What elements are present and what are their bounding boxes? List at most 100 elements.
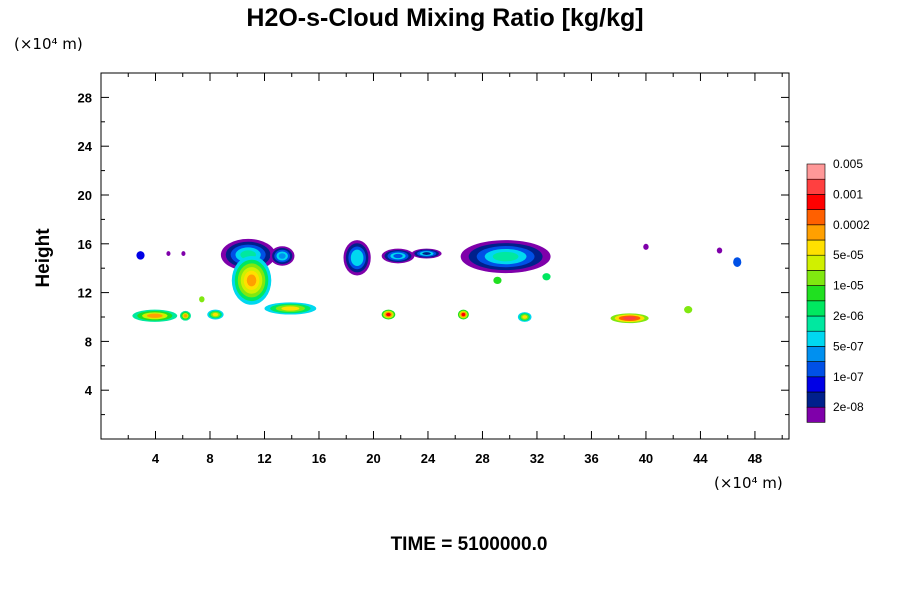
cloud-contour	[353, 252, 362, 263]
colorbar-swatch	[806, 346, 826, 362]
x-tick-label: 44	[693, 451, 708, 466]
colorbar-swatch	[806, 194, 826, 210]
cloud-region	[180, 310, 191, 321]
colorbar-swatch	[806, 178, 826, 195]
cloud-region	[207, 309, 224, 320]
cloud-contour	[461, 312, 466, 317]
cloud-region	[231, 256, 272, 305]
cloud-region	[517, 312, 532, 322]
cloud-contour	[716, 247, 723, 254]
colorbar-swatch	[806, 361, 826, 378]
cloud-contour	[542, 273, 551, 281]
colorbar-swatch	[806, 163, 826, 180]
x-tick-label: 36	[584, 451, 598, 466]
cloud-region	[269, 246, 295, 266]
colorbar-label: 0.005	[833, 157, 863, 171]
y-tick-label: 12	[78, 286, 92, 301]
x-tick-label: 8	[206, 451, 213, 466]
cloud-contour	[212, 312, 219, 317]
colorbar-swatch	[806, 270, 826, 286]
x-unit-label: (×10⁴ m)	[714, 474, 783, 492]
y-axis-label: Height	[33, 228, 54, 288]
cloud-region	[643, 243, 649, 250]
cloud-region	[181, 251, 186, 256]
x-tick-label: 4	[152, 451, 160, 466]
cloud-region	[199, 296, 205, 303]
cloud-contour	[166, 251, 171, 256]
colorbar-label: 5e-05	[833, 248, 864, 262]
cloud-contour	[246, 274, 257, 287]
cloud-contour	[199, 296, 205, 303]
cloud-region	[684, 306, 693, 314]
x-tick-label: 40	[639, 451, 653, 466]
cloud-region	[542, 273, 551, 281]
colorbar-label: 2e-06	[833, 309, 864, 323]
colorbar-swatch	[806, 254, 826, 271]
cloud-region	[411, 248, 442, 259]
cloud-region	[132, 309, 178, 322]
cloud-region	[493, 276, 502, 285]
cloud-contour	[684, 306, 693, 314]
cloud-contour	[183, 314, 188, 318]
x-tick-label: 48	[748, 451, 762, 466]
colorbar-swatch	[806, 330, 826, 347]
colorbar-swatch	[806, 315, 826, 332]
cloud-region	[381, 248, 415, 264]
colorbar: 2e-08 1e-07 5e-07 2e-06 1e-05 5e-05 0.0002 0.00…	[806, 157, 870, 423]
x-tick-label: 32	[530, 451, 544, 466]
colorbar-label: 2e-08	[833, 400, 864, 414]
cloud-contour	[422, 252, 431, 255]
cloud-contour	[643, 243, 649, 250]
y-tick-label: 20	[78, 188, 92, 203]
cloud-region	[457, 309, 469, 320]
cloud-region	[136, 251, 145, 260]
cloud-contour	[733, 257, 742, 267]
x-tick-label: 12	[257, 451, 271, 466]
colorbar-label: 0.0002	[833, 218, 870, 232]
x-tick-label: 16	[312, 451, 326, 466]
cloud-region	[460, 240, 551, 274]
cloud-contour	[622, 316, 637, 320]
cloud-contour	[393, 253, 403, 259]
colorbar-swatch	[806, 239, 826, 256]
cloud-region	[610, 313, 649, 324]
cloud-region	[716, 247, 723, 254]
cloud-contour	[278, 253, 286, 259]
cloud-contour	[146, 313, 163, 318]
y-tick-label: 24	[78, 139, 93, 154]
colorbar-swatch	[806, 376, 826, 393]
cloud-region	[264, 302, 317, 315]
chart-title: H2O-s-Cloud Mixing Ratio [kg/kg]	[246, 4, 643, 32]
colorbar-swatch	[806, 300, 826, 317]
cloud-region	[343, 240, 371, 276]
x-tick-label: 24	[421, 451, 436, 466]
y-axis: 4 8 12 16 20 24 28	[78, 90, 789, 416]
colorbar-label: 5e-07	[833, 339, 864, 353]
cloud-contour	[386, 312, 391, 317]
cloud-contour	[493, 276, 502, 285]
colorbar-label: 1e-05	[833, 279, 864, 293]
plot-fields	[132, 238, 742, 324]
x-axis: 4 8 12 16 20 24 28 32 36 40 44 48	[127, 73, 783, 466]
colorbar-swatch	[806, 391, 826, 408]
colorbar-swatch	[806, 285, 826, 302]
cloud-contour	[492, 251, 519, 262]
x-tick-label: 20	[366, 451, 380, 466]
x-tick-label: 28	[475, 451, 489, 466]
time-label: TIME = 5100000.0	[391, 534, 548, 555]
cloud-contour	[181, 251, 186, 256]
cloud-region	[381, 309, 396, 320]
colorbar-label: 0.001	[833, 187, 863, 201]
y-tick-label: 4	[85, 383, 93, 398]
y-unit-label: (×10⁴ m)	[14, 35, 83, 53]
y-tick-label: 8	[85, 334, 92, 349]
cloud-contour	[281, 306, 300, 311]
plot-frame	[100, 72, 790, 440]
y-tick-label: 28	[78, 90, 92, 105]
cloud-region	[733, 257, 742, 267]
colorbar-swatch	[806, 209, 826, 226]
colorbar-swatch	[806, 224, 826, 241]
colorbar-swatch	[806, 406, 826, 423]
